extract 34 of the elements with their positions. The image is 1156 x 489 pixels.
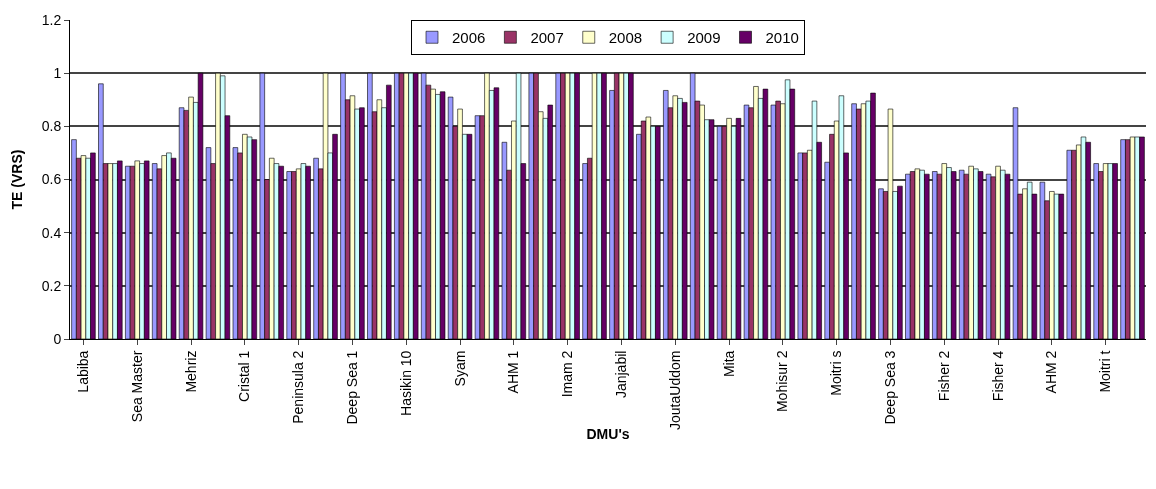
x-tick-label: Peninsula 2: [290, 350, 307, 424]
y-tick-label: 0.2: [41, 277, 62, 294]
x-tick-label: JoutaUddom: [666, 350, 683, 430]
x-tick-label: Moitri s: [828, 350, 845, 396]
legend-label: 2007: [530, 29, 564, 47]
x-tick-label: Janjabil: [613, 350, 629, 399]
x-tick-label: Mehriz: [182, 350, 199, 393]
y-tick-label: 1: [53, 65, 62, 82]
x-tick-label: Labiba: [75, 350, 91, 393]
x-tick-label: AHM 2: [1043, 350, 1060, 394]
x-tick-label: Moitri t: [1097, 350, 1114, 393]
y-axis-title: TE (VRS): [9, 149, 26, 210]
x-tick-label: Sea Master: [128, 350, 145, 423]
legend-label: 2010: [765, 29, 799, 47]
x-tick-label: Hasikin 10: [397, 350, 414, 416]
legend-label: 2009: [687, 29, 721, 47]
x-tick-label: Deep Sea 3: [882, 350, 898, 425]
x-tick-label: AHM 1: [505, 350, 522, 394]
y-tick-label: 0.4: [41, 224, 62, 241]
y-tick-label: 0: [53, 330, 62, 347]
x-tick-label: Cristal 1: [236, 350, 253, 402]
legend-label: 2006: [452, 29, 486, 47]
x-tick-label: Fisher 2: [935, 350, 952, 402]
x-tick-label: Syam: [451, 350, 468, 387]
x-tick-label: Deep Sea 1: [344, 350, 360, 425]
x-tick-label: Imam 2: [559, 350, 576, 398]
y-tick-label: 0.8: [41, 118, 62, 135]
x-tick-label: Fisher 4: [989, 350, 1006, 402]
x-axis-title: DMU's: [586, 426, 630, 443]
x-tick-label: Mohisur 2: [774, 350, 791, 413]
x-tick-label: Mita: [720, 350, 737, 378]
y-tick-label: 1.2: [41, 11, 62, 28]
legend-label: 2008: [608, 29, 643, 47]
y-tick-label: 0.6: [41, 171, 62, 188]
